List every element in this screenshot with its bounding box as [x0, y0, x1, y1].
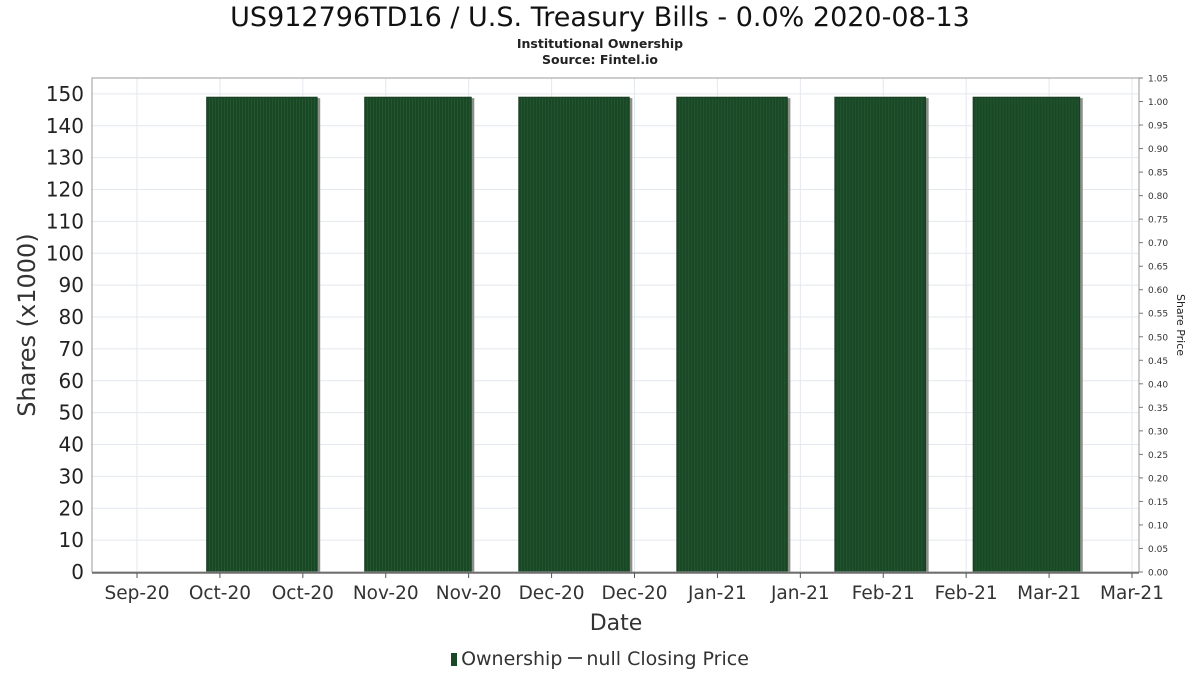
x-tick-label: Oct-20: [189, 583, 251, 604]
y2-tick-label: 0.05: [1148, 545, 1168, 555]
legend-ownership-label: Ownership: [461, 648, 563, 670]
x-tick-label: Oct-20: [272, 583, 334, 604]
y-tick-label: 150: [46, 82, 84, 106]
y-tick-label: 70: [59, 337, 84, 361]
y-tick-label: 60: [59, 369, 84, 393]
x-tick-label: Sep-20: [104, 583, 169, 604]
y2-tick-label: 0.00: [1148, 569, 1168, 579]
y2-tick-label: 0.75: [1148, 216, 1168, 226]
y-tick-label: 80: [59, 305, 84, 329]
y2-tick-label: 0.40: [1148, 380, 1168, 390]
x-tick-label: Mar-21: [1017, 583, 1081, 604]
y2-tick-label: 0.70: [1148, 239, 1168, 249]
ownership-bar: [518, 96, 630, 573]
y2-tick-label: 0.30: [1148, 427, 1168, 437]
x-tick-label: Jan-21: [770, 583, 830, 604]
y2-tick-label: 0.50: [1148, 333, 1168, 343]
y-tick-label: 0: [71, 560, 84, 584]
y2-tick-label: 0.90: [1148, 145, 1168, 155]
plot-border: [91, 77, 1140, 573]
legend: Ownership null Closing Price: [0, 648, 1200, 670]
ownership-bar: [364, 96, 472, 573]
chart-subtitle: Institutional Ownership: [516, 36, 684, 51]
legend-closing-price-label: null Closing Price: [586, 648, 749, 670]
ownership-bar: [206, 96, 318, 573]
x-tick-label: Nov-20: [353, 583, 419, 604]
y-tick-label: 50: [59, 401, 84, 425]
x-axis-label: Date: [590, 611, 643, 636]
y2-tick-label: 0.20: [1148, 474, 1168, 484]
y2-tick-label: 1.05: [1148, 75, 1168, 85]
y2-tick-label: 0.95: [1148, 122, 1168, 132]
closing-price-legend-line: [568, 657, 583, 659]
y-tick-label: 120: [46, 178, 84, 202]
y2-axis-label: Share Price: [1174, 294, 1187, 356]
y2-tick-label: 0.15: [1148, 498, 1168, 508]
ownership-bar: [676, 96, 788, 573]
y2-tick-label: 0.45: [1148, 357, 1168, 367]
y-tick-label: 30: [59, 464, 84, 488]
y-tick-label: 10: [59, 528, 84, 552]
chart-source: Source: Fintel.io: [542, 52, 658, 67]
ownership-bar: [972, 96, 1081, 573]
y2-tick-label: 0.85: [1148, 169, 1168, 179]
x-tick-label: Dec-20: [519, 583, 585, 604]
x-tick-label: Jan-21: [687, 583, 747, 604]
ownership-legend-swatch: [451, 653, 458, 666]
x-tick-label: Feb-21: [935, 583, 998, 604]
y-tick-label: 100: [46, 241, 84, 265]
x-tick-label: Dec-20: [601, 583, 667, 604]
y-tick-label: 130: [46, 146, 84, 170]
y2-tick-label: 0.65: [1148, 263, 1168, 273]
y2-tick-label: 0.80: [1148, 192, 1168, 202]
y2-tick-label: 0.25: [1148, 451, 1168, 461]
y2-tick-label: 0.60: [1148, 286, 1168, 296]
y-tick-label: 140: [46, 114, 84, 138]
y-tick-label: 90: [59, 273, 84, 297]
y2-tick-label: 0.35: [1148, 404, 1168, 414]
y-tick-label: 40: [59, 433, 84, 457]
y2-tick-label: 0.55: [1148, 310, 1168, 320]
x-tick-label: Mar-21: [1100, 583, 1164, 604]
ownership-bar: [834, 96, 927, 573]
x-tick-label: Feb-21: [852, 583, 915, 604]
x-tick-label: Nov-20: [436, 583, 502, 604]
y2-tick-label: 0.10: [1148, 521, 1168, 531]
y2-tick-label: 1.00: [1148, 98, 1168, 108]
y-axis-label: Shares (x1000): [13, 233, 41, 416]
chart-title: US912796TD16 / U.S. Treasury Bills - 0.0…: [230, 2, 970, 33]
y-tick-label: 110: [46, 209, 84, 233]
y-tick-label: 20: [59, 496, 84, 520]
